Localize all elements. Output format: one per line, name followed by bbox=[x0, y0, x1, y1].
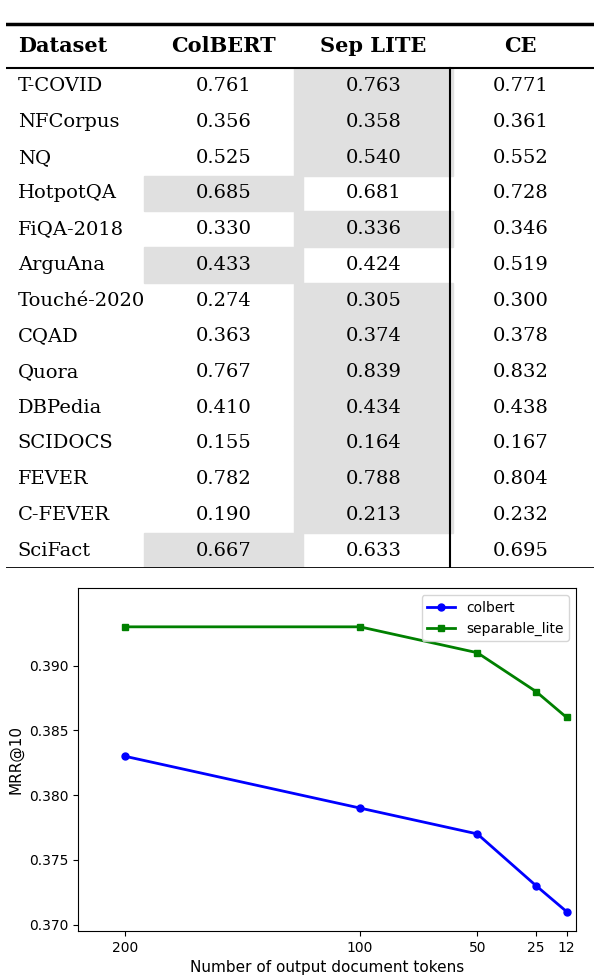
Text: 0.164: 0.164 bbox=[346, 434, 401, 453]
Text: 0.378: 0.378 bbox=[493, 327, 548, 345]
Text: ColBERT: ColBERT bbox=[171, 36, 276, 56]
Text: 0.434: 0.434 bbox=[346, 399, 401, 416]
Bar bbox=[144, 175, 303, 212]
Text: NFCorpus: NFCorpus bbox=[18, 113, 119, 131]
Text: 0.763: 0.763 bbox=[346, 77, 401, 95]
Text: 0.300: 0.300 bbox=[493, 292, 548, 310]
Text: Sep LITE: Sep LITE bbox=[320, 36, 427, 56]
Text: 0.788: 0.788 bbox=[346, 470, 401, 488]
Text: 0.358: 0.358 bbox=[346, 113, 401, 131]
Text: 0.363: 0.363 bbox=[196, 327, 251, 345]
Text: T-COVID: T-COVID bbox=[18, 77, 103, 95]
Text: NQ: NQ bbox=[18, 149, 51, 167]
Text: 0.374: 0.374 bbox=[346, 327, 401, 345]
Line: separable_lite: separable_lite bbox=[122, 623, 570, 721]
Text: 0.155: 0.155 bbox=[196, 434, 251, 453]
Text: C-FEVER: C-FEVER bbox=[18, 506, 110, 524]
Text: 0.232: 0.232 bbox=[493, 506, 548, 524]
Text: Quora: Quora bbox=[18, 363, 79, 381]
colbert bbox=[356, 803, 364, 814]
Text: Touché-2020: Touché-2020 bbox=[18, 292, 145, 310]
Bar bbox=[294, 318, 453, 354]
Text: 0.190: 0.190 bbox=[196, 506, 251, 524]
Text: 0.167: 0.167 bbox=[493, 434, 548, 453]
Text: 0.346: 0.346 bbox=[493, 220, 548, 238]
Bar bbox=[294, 462, 453, 497]
Text: FEVER: FEVER bbox=[18, 470, 88, 488]
Text: 0.552: 0.552 bbox=[493, 149, 548, 167]
Text: 0.667: 0.667 bbox=[196, 542, 251, 560]
Text: HotpotQA: HotpotQA bbox=[18, 184, 117, 203]
Text: 0.767: 0.767 bbox=[196, 363, 251, 381]
Bar bbox=[294, 282, 453, 318]
Text: SciFact: SciFact bbox=[18, 542, 91, 560]
Bar bbox=[294, 497, 453, 533]
Text: 0.761: 0.761 bbox=[196, 77, 251, 95]
Line: colbert: colbert bbox=[122, 753, 570, 915]
separable_lite bbox=[356, 621, 364, 633]
Text: 0.832: 0.832 bbox=[493, 363, 548, 381]
Text: 0.771: 0.771 bbox=[493, 77, 548, 95]
Text: 0.433: 0.433 bbox=[196, 256, 251, 273]
Text: 0.728: 0.728 bbox=[493, 184, 548, 203]
Bar bbox=[294, 104, 453, 140]
Y-axis label: MRR@10: MRR@10 bbox=[8, 725, 23, 794]
X-axis label: Number of output document tokens: Number of output document tokens bbox=[190, 960, 464, 975]
Text: 0.782: 0.782 bbox=[196, 470, 251, 488]
Text: 0.685: 0.685 bbox=[196, 184, 251, 203]
Bar bbox=[294, 425, 453, 462]
Text: SCIDOCS: SCIDOCS bbox=[18, 434, 113, 453]
Text: DBPedia: DBPedia bbox=[18, 399, 102, 416]
Text: 0.424: 0.424 bbox=[346, 256, 401, 273]
Text: 0.336: 0.336 bbox=[346, 220, 401, 238]
Text: 0.213: 0.213 bbox=[346, 506, 401, 524]
Text: ArguAna: ArguAna bbox=[18, 256, 104, 273]
Bar bbox=[144, 533, 303, 568]
colbert bbox=[121, 751, 128, 762]
Text: 0.305: 0.305 bbox=[346, 292, 401, 310]
colbert bbox=[563, 906, 570, 917]
Text: Dataset: Dataset bbox=[18, 36, 107, 56]
Text: FiQA-2018: FiQA-2018 bbox=[18, 220, 124, 238]
Text: 0.633: 0.633 bbox=[346, 542, 401, 560]
Text: 0.804: 0.804 bbox=[493, 470, 548, 488]
Text: 0.274: 0.274 bbox=[196, 292, 251, 310]
Text: CQAD: CQAD bbox=[18, 327, 79, 345]
Text: 0.525: 0.525 bbox=[196, 149, 251, 167]
Legend: colbert, separable_lite: colbert, separable_lite bbox=[422, 595, 569, 641]
Bar bbox=[294, 390, 453, 425]
colbert bbox=[532, 880, 539, 892]
Text: 0.839: 0.839 bbox=[346, 363, 401, 381]
Bar bbox=[294, 354, 453, 390]
Text: 0.330: 0.330 bbox=[196, 220, 251, 238]
Text: 0.681: 0.681 bbox=[346, 184, 401, 203]
Text: 0.361: 0.361 bbox=[493, 113, 548, 131]
separable_lite bbox=[532, 686, 539, 698]
Text: 0.410: 0.410 bbox=[196, 399, 251, 416]
Text: 0.540: 0.540 bbox=[346, 149, 401, 167]
Text: CE: CE bbox=[504, 36, 537, 56]
Bar bbox=[144, 247, 303, 282]
Bar bbox=[294, 69, 453, 104]
Bar bbox=[294, 212, 453, 247]
separable_lite bbox=[474, 647, 481, 659]
separable_lite bbox=[563, 711, 570, 723]
Text: 0.519: 0.519 bbox=[493, 256, 548, 273]
Bar bbox=[294, 140, 453, 175]
Text: 0.438: 0.438 bbox=[493, 399, 548, 416]
Text: 0.356: 0.356 bbox=[196, 113, 251, 131]
Text: 0.695: 0.695 bbox=[493, 542, 548, 560]
separable_lite bbox=[121, 621, 128, 633]
colbert bbox=[474, 828, 481, 840]
